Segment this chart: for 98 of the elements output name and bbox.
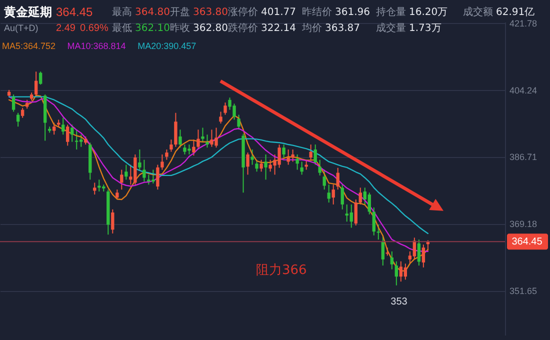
candlestick <box>291 148 294 162</box>
candlestick <box>390 250 394 270</box>
candlestick <box>314 144 317 166</box>
candlestick <box>156 164 160 190</box>
candlestick <box>70 124 74 142</box>
annotation: 均价 <box>301 22 322 34</box>
text: 最高 <box>112 6 132 18</box>
text: 开盘 <box>170 6 190 18</box>
candlestick <box>111 208 114 234</box>
candlestick <box>142 159 146 182</box>
candlestick <box>224 102 227 116</box>
text: 364.80 <box>135 7 170 18</box>
annotation: 阻力366 <box>256 263 307 278</box>
candlestick <box>170 139 173 152</box>
text: MA10:368.814 <box>67 41 126 51</box>
candlestick <box>246 152 250 176</box>
candlestick <box>219 111 222 124</box>
candlestick <box>160 154 164 170</box>
candlestick <box>318 159 322 176</box>
candlestick <box>12 94 16 112</box>
annotation: 322.14 <box>261 23 296 34</box>
chart-subtitle: Au(T+D) <box>4 23 38 33</box>
candlestick <box>178 129 182 148</box>
candlestick <box>260 159 263 172</box>
text: 361.96 <box>335 7 370 18</box>
annotation: 362.80 <box>193 23 228 34</box>
candlestick <box>296 154 299 170</box>
candlestick <box>38 71 42 86</box>
candlestick <box>93 182 96 196</box>
annotation: 跌停价 <box>228 22 258 34</box>
candlestick <box>255 159 258 172</box>
candlestick <box>124 164 128 180</box>
candlestick <box>174 112 178 148</box>
annotation: 353 <box>390 296 408 308</box>
candlestick <box>250 148 254 166</box>
text: MA20:390.457 <box>138 41 196 51</box>
candlestick <box>116 189 119 200</box>
text: 持仓量 <box>376 6 406 18</box>
y-tick-label: 404.24 <box>510 85 538 96</box>
annotation: 0.69% <box>80 23 108 34</box>
candlestick <box>201 127 204 142</box>
chart-title: 黄金延期 <box>3 5 52 19</box>
text: 成交额 <box>463 6 493 18</box>
candlestick <box>399 260 403 282</box>
candlestick <box>309 144 312 160</box>
text: 363.80 <box>193 7 228 18</box>
y-tick-label: 351.65 <box>510 286 538 296</box>
candlestick <box>350 204 353 228</box>
candlestick <box>196 129 200 150</box>
candlestick <box>165 148 168 160</box>
candlestick <box>66 124 70 146</box>
candlestick <box>417 239 421 266</box>
candlestick <box>394 260 398 286</box>
text: 涨停价 <box>228 6 258 18</box>
candlestick <box>282 144 286 158</box>
candlestick <box>354 198 358 226</box>
annotation: 1.73万 <box>409 23 442 34</box>
candlestick <box>192 139 196 156</box>
annotation: 362.10 <box>135 23 170 34</box>
annotation: 昨收 <box>170 22 190 34</box>
candlestick <box>138 148 142 170</box>
candlestick <box>206 134 209 148</box>
text: 昨结价 <box>302 6 332 18</box>
candlestick <box>286 148 290 166</box>
candlestick <box>368 192 371 215</box>
ref-line-label: 364.45 <box>512 236 543 248</box>
text: MA5:364.752 <box>2 41 56 51</box>
candlestick <box>322 169 326 190</box>
text: 62.91亿 <box>496 7 535 18</box>
y-tick-label: 369.18 <box>510 219 538 230</box>
candlestick <box>62 117 65 136</box>
candlestick <box>381 234 384 266</box>
candlestick <box>264 154 268 180</box>
candlestick <box>237 114 240 130</box>
annotation: 最低 <box>112 23 132 34</box>
candlestick <box>422 244 426 268</box>
text: 401.77 <box>261 7 296 18</box>
candlestick <box>332 184 335 205</box>
annotation: 成交量 <box>376 22 406 34</box>
candlestick <box>372 207 376 236</box>
candlestick <box>34 71 38 98</box>
y-tick-label: 421.78 <box>510 18 538 28</box>
candlestick <box>404 263 408 280</box>
y-tick-label: 386.71 <box>510 152 538 162</box>
annotation: 363.87 <box>325 23 360 34</box>
candlestick <box>327 184 330 204</box>
candlestick <box>300 161 304 176</box>
text: 16.20万 <box>409 7 448 18</box>
candlestick <box>120 169 124 190</box>
candlestick <box>358 187 362 205</box>
candlestick <box>340 184 344 210</box>
candlestick <box>75 129 78 150</box>
annotation: 2.49 <box>56 23 76 34</box>
candlestick <box>412 237 416 260</box>
candlestick <box>336 167 340 190</box>
text: 364.45 <box>56 5 94 19</box>
candlestick <box>52 122 56 136</box>
candlestick <box>20 107 24 118</box>
